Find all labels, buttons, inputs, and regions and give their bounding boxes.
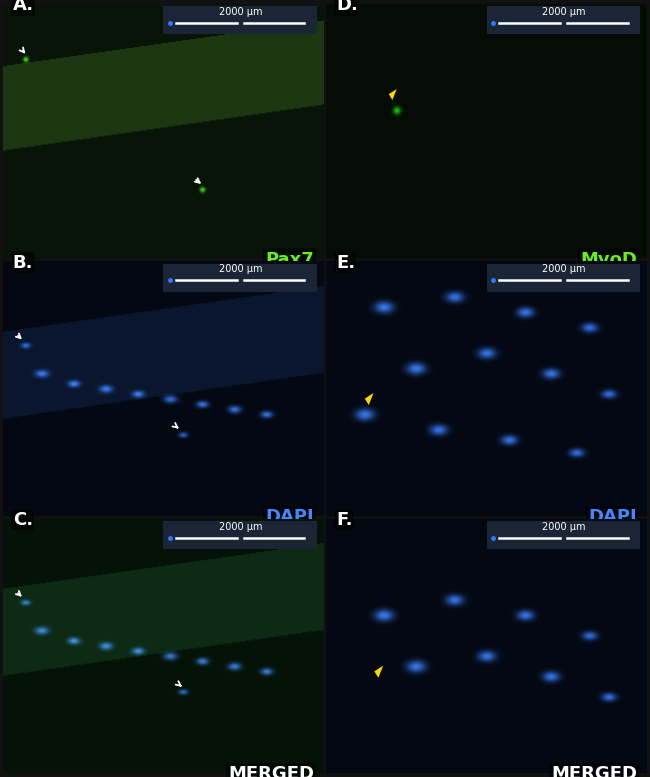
Text: 2000 μm: 2000 μm — [541, 7, 585, 17]
Text: DAPI: DAPI — [588, 508, 637, 526]
Polygon shape — [365, 393, 374, 405]
Text: 2000 μm: 2000 μm — [541, 264, 585, 274]
Text: 2000 μm: 2000 μm — [218, 264, 262, 274]
FancyBboxPatch shape — [486, 264, 640, 292]
Text: A.: A. — [13, 0, 34, 14]
Text: Pax7: Pax7 — [265, 251, 314, 269]
Text: 2000 μm: 2000 μm — [541, 522, 585, 532]
Text: DAPI: DAPI — [265, 508, 314, 526]
Text: MERGED: MERGED — [228, 765, 314, 777]
FancyBboxPatch shape — [486, 521, 640, 549]
FancyBboxPatch shape — [164, 521, 317, 549]
Text: B.: B. — [13, 253, 33, 271]
Polygon shape — [389, 89, 396, 100]
Text: C.: C. — [13, 511, 33, 529]
Text: F.: F. — [336, 511, 352, 529]
Polygon shape — [374, 666, 384, 678]
Text: E.: E. — [336, 253, 355, 271]
FancyBboxPatch shape — [486, 6, 640, 34]
Text: MyoD: MyoD — [580, 251, 637, 269]
Text: 2000 μm: 2000 μm — [218, 522, 262, 532]
FancyBboxPatch shape — [164, 264, 317, 292]
Text: MERGED: MERGED — [551, 765, 637, 777]
Text: 2000 μm: 2000 μm — [218, 7, 262, 17]
FancyBboxPatch shape — [164, 6, 317, 34]
Text: D.: D. — [336, 0, 358, 14]
